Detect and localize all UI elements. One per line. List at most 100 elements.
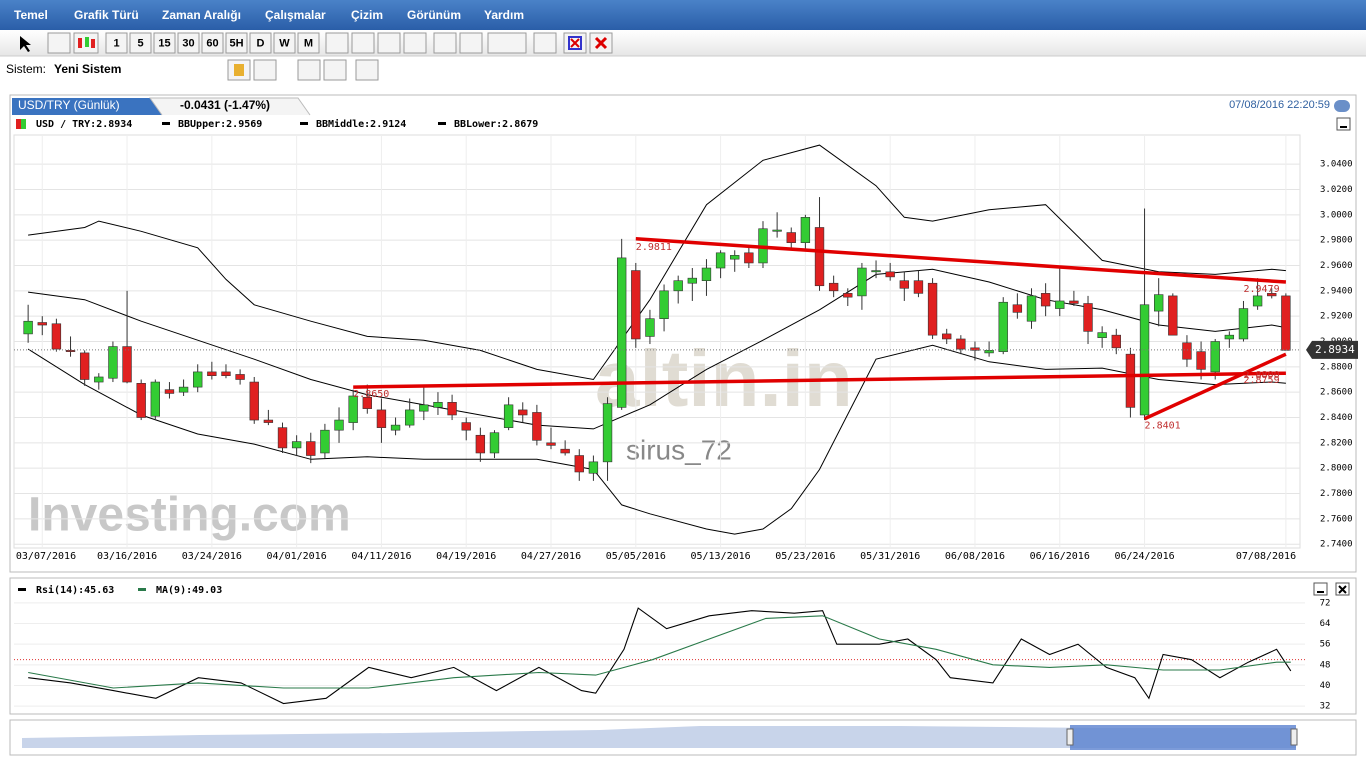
menu-item[interactable]: Çalışmalar — [265, 8, 326, 22]
candle-body — [772, 229, 782, 232]
interval-button[interactable] — [297, 32, 320, 54]
candle-body — [221, 371, 231, 377]
minimize-button[interactable] — [1336, 117, 1351, 131]
last-price-tag — [1306, 340, 1358, 359]
candle-body — [235, 374, 245, 380]
interval-button[interactable] — [177, 32, 200, 54]
interval-button[interactable] — [273, 32, 296, 54]
candle-body — [1055, 300, 1065, 309]
interval-label: 5H — [229, 37, 243, 49]
zoom-fit[interactable] — [377, 32, 401, 54]
navigator-handle-right[interactable] — [1290, 728, 1298, 746]
menu-item[interactable]: Yardım — [484, 8, 524, 22]
candle-body — [263, 419, 274, 423]
bar-chart-button[interactable] — [47, 32, 71, 54]
x-tick-label: 05/05/2016 — [606, 551, 666, 562]
interval-button[interactable] — [249, 32, 272, 54]
color-tool[interactable] — [487, 32, 527, 54]
fullscreen-button[interactable] — [355, 59, 379, 81]
candle-body — [970, 347, 980, 351]
y-tick-label: 2.7400 — [1320, 540, 1353, 550]
legend-label: BBUpper:2.9569 — [178, 119, 262, 130]
zoom-in[interactable] — [325, 32, 349, 54]
candle-body — [291, 441, 302, 449]
interval-button[interactable] — [201, 32, 224, 54]
candle-body — [164, 389, 175, 394]
interval-button[interactable] — [105, 32, 128, 54]
candle-body — [306, 441, 316, 456]
interval-label: 5 — [137, 37, 143, 49]
candle-body — [871, 270, 881, 273]
candle-body — [150, 381, 160, 417]
candle-body — [65, 350, 76, 352]
rsi-minimize[interactable] — [1313, 582, 1328, 596]
candle-body — [899, 280, 909, 289]
legend-label: USD / TRY:2.8934 — [36, 119, 132, 130]
rsi-panel — [9, 577, 1357, 715]
zoom-reset[interactable] — [403, 32, 427, 54]
interval-button[interactable] — [225, 32, 248, 54]
menu-item[interactable]: Grafik Türü — [74, 8, 139, 22]
candle-body — [249, 381, 259, 421]
save-button[interactable] — [253, 59, 277, 81]
y-tick-label: 2.9200 — [1320, 312, 1353, 322]
line-tool[interactable] — [459, 32, 483, 54]
navigator-window[interactable] — [1070, 725, 1296, 750]
menu-item[interactable]: Çizim — [351, 8, 383, 22]
navigator-handle-left[interactable] — [1066, 728, 1074, 746]
candle-body — [94, 376, 104, 383]
draw-tool[interactable] — [433, 32, 457, 54]
candle-body — [588, 461, 599, 474]
y-tick-label: 2.8000 — [1320, 464, 1353, 474]
annotation: 2.8650 — [353, 389, 389, 400]
interval-button[interactable] — [129, 32, 152, 54]
candle-body — [1196, 351, 1206, 370]
candle-body — [1154, 294, 1164, 312]
watermark: Investing.com — [28, 489, 351, 542]
y-tick-label: 2.9600 — [1320, 261, 1353, 271]
y-tick-label: 64 — [1320, 619, 1331, 629]
candle-body — [843, 293, 853, 298]
print-button[interactable] — [297, 59, 321, 81]
candle-body — [348, 395, 358, 423]
candle-body — [574, 455, 584, 473]
chart-tab[interactable] — [12, 98, 162, 115]
menu-item[interactable]: Temel — [14, 8, 48, 22]
candle-body — [1125, 353, 1136, 408]
candle-body — [927, 282, 938, 336]
y-tick-label: 3.0400 — [1320, 160, 1353, 170]
candle-body — [1111, 334, 1121, 349]
candle-body — [489, 432, 500, 454]
y-tick-label: 2.7600 — [1320, 514, 1353, 524]
interval-label: 30 — [182, 37, 194, 49]
indicator-line — [28, 615, 1291, 689]
legend-swatch — [162, 122, 170, 125]
pointer-tool[interactable] — [20, 36, 31, 52]
y-tick-label: 2.9400 — [1320, 286, 1353, 296]
y-tick-label: 2.7800 — [1320, 489, 1353, 499]
candle-body — [376, 409, 387, 428]
x-tick-label: 03/24/2016 — [182, 551, 242, 562]
y-tick-label: 56 — [1320, 640, 1331, 650]
menu-item[interactable]: Görünüm — [407, 8, 461, 22]
zoom-out[interactable] — [351, 32, 375, 54]
candle-body — [984, 350, 994, 354]
candle-body — [405, 409, 415, 426]
candle-body — [857, 267, 867, 297]
candle-body — [79, 352, 90, 380]
image-button[interactable] — [323, 59, 347, 81]
candle-body — [193, 371, 203, 388]
grid-tool[interactable] — [533, 32, 557, 54]
candle-body — [715, 252, 726, 269]
watermark: sirus_72 — [626, 434, 732, 465]
x-tick-label: 05/13/2016 — [690, 551, 750, 562]
trendline — [635, 237, 1287, 284]
zoom-tools — [325, 32, 613, 54]
candle-body — [178, 386, 189, 393]
menu-item[interactable]: Zaman Aralığı — [162, 8, 241, 22]
x-tick-label: 03/07/2016 — [16, 551, 76, 562]
legend-swatch — [21, 119, 26, 129]
trendline — [353, 371, 1286, 389]
interval-button[interactable] — [153, 32, 176, 54]
y-tick-label: 2.8600 — [1320, 388, 1353, 398]
